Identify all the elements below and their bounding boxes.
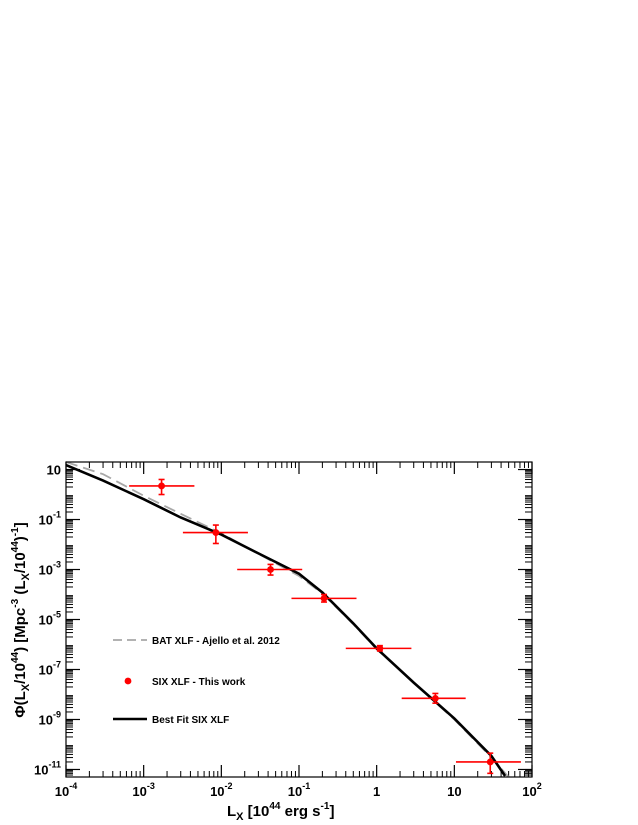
legend-swatch-six [124,677,132,685]
x-tick-label: 10-3 [132,781,154,799]
x-tick-label: 1 [373,784,380,799]
point-marker [267,566,274,573]
legend: BAT XLF - Ajello et al. 2012 SIX XLF - T… [113,636,280,726]
point-marker [431,694,439,702]
data-point [345,644,412,652]
x-tick-label: 10-4 [55,781,77,799]
minor-ticks [66,461,532,778]
series-points-six-xlf [129,478,521,775]
data-point [401,692,466,704]
data-point [455,752,521,775]
data-point [291,593,357,603]
y-tick-label: 10-1 [39,510,61,528]
y-tick-label: 10-9 [39,709,61,727]
y-tick-labels: 10 10-1 10-3 10-5 10-7 10-9 10-11 [34,463,61,778]
y-tick-label: 10-5 [39,610,61,628]
x-tick-label: 10-2 [210,781,232,799]
x-tick-label: 10-1 [288,781,310,799]
data-point [182,524,248,545]
point-marker [320,594,328,602]
legend-label-bat: BAT XLF - Ajello et al. 2012 [152,636,280,647]
y-tick-label: 10-7 [39,659,61,677]
y-tick-label: 10-11 [34,759,61,777]
point-marker [212,529,220,536]
x-tick-label: 10 [447,784,461,799]
plot-frame [65,461,533,778]
major-ticks [65,462,533,777]
y-tick-label: 10-3 [39,560,61,578]
point-marker [158,482,165,490]
series-line-best-fit [65,463,507,777]
x-axis-title: LX [1044 erg s-1] [227,801,334,823]
y-axis-title: Φ(LX/1044) [Mpc-3 (LX/1044)-1] [10,522,32,717]
series-line-bat-xlf [65,461,510,778]
legend-label-six: SIX XLF - This work [152,677,246,688]
x-tick-label: 102 [522,781,541,799]
data-point [237,563,303,576]
legend-label-fit: Best Fit SIX XLF [152,715,229,726]
series-layer [65,461,521,778]
data-point [129,478,195,496]
point-marker [376,644,384,652]
y-tick-label: 10 [47,463,61,478]
x-tick-labels: 10-4 10-3 10-2 10-1 1 10 102 [55,781,542,799]
point-marker [486,758,494,766]
